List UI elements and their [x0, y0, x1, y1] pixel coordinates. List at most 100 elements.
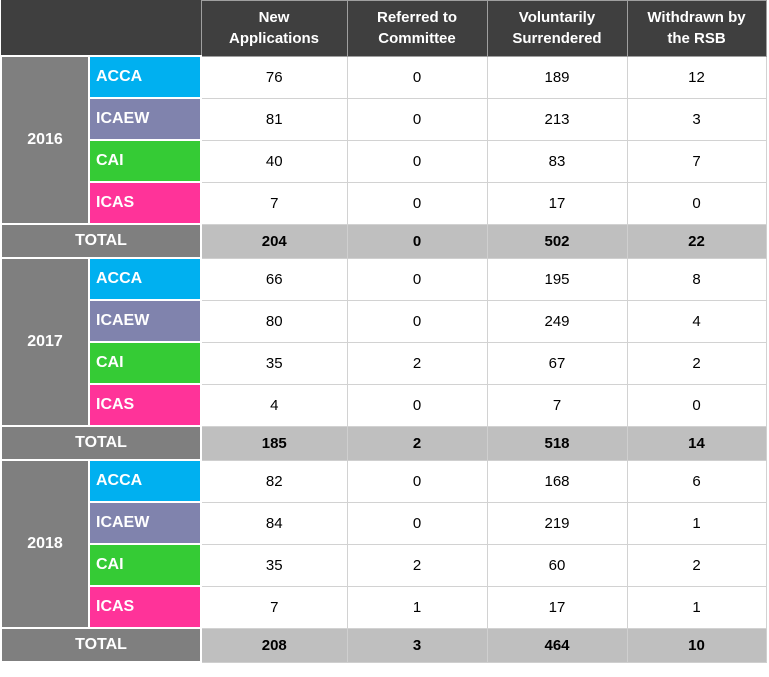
column-header-referred-to-committee: Referred to Committee [346, 0, 488, 57]
total-value-cell: 3 [346, 627, 488, 663]
table-row: ICAS 4 0 7 0 [1, 383, 767, 427]
value-cell: 0 [626, 383, 767, 427]
value-cell: 2 [626, 341, 767, 385]
body-label-cell: ICAS [88, 585, 202, 629]
value-cell: 35 [200, 543, 348, 587]
value-cell: 80 [200, 299, 348, 343]
total-value-cell: 22 [626, 223, 767, 259]
value-cell: 81 [200, 97, 348, 141]
value-cell: 168 [486, 459, 628, 503]
value-cell: 2 [346, 341, 488, 385]
data-table: New Applications Referred to Committee V… [0, 0, 767, 663]
value-cell: 7 [486, 383, 628, 427]
column-header-withdrawn-by-the-rsb: Withdrawn by the RSB [626, 0, 767, 57]
total-value-cell: 14 [626, 425, 767, 461]
body-label-cell: ICAEW [88, 501, 202, 545]
total-value-cell: 10 [626, 627, 767, 663]
total-label-cell: TOTAL [0, 627, 202, 663]
total-value-cell: 0 [346, 223, 488, 259]
total-label-cell: TOTAL [0, 223, 202, 259]
value-cell: 1 [346, 585, 488, 629]
body-label-cell: ACCA [88, 459, 202, 503]
corner-cell [0, 0, 202, 57]
total-row: TOTAL 204 0 502 22 [0, 223, 767, 259]
value-cell: 66 [200, 257, 348, 301]
value-cell: 1 [626, 585, 767, 629]
total-value-cell: 208 [200, 627, 348, 663]
value-cell: 35 [200, 341, 348, 385]
header-row: New Applications Referred to Committee V… [0, 0, 767, 57]
value-cell: 82 [200, 459, 348, 503]
value-cell: 1 [626, 501, 767, 545]
value-cell: 67 [486, 341, 628, 385]
value-cell: 8 [626, 257, 767, 301]
table-row: CAI 40 0 83 7 [1, 139, 767, 183]
value-cell: 2 [626, 543, 767, 587]
body-label-cell: CAI [88, 341, 202, 385]
value-cell: 249 [486, 299, 628, 343]
value-cell: 7 [200, 181, 348, 225]
value-cell: 12 [626, 55, 767, 99]
table-row: ICAS 7 1 17 1 [1, 585, 767, 629]
body-label-cell: ICAEW [88, 299, 202, 343]
total-value-cell: 464 [486, 627, 628, 663]
table-header: New Applications Referred to Committee V… [0, 0, 767, 57]
table-row: ICAEW 84 0 219 1 [1, 501, 767, 545]
table-row: 2016 ACCA 76 0 189 12 [0, 55, 767, 225]
value-cell: 0 [346, 181, 488, 225]
table-row: CAI 35 2 60 2 [1, 543, 767, 587]
value-cell: 0 [346, 459, 488, 503]
table-row: 2018 ACCA 82 0 168 6 [0, 459, 767, 629]
total-value-cell: 518 [486, 425, 628, 461]
value-cell: 3 [626, 97, 767, 141]
total-value-cell: 185 [200, 425, 348, 461]
value-cell: 0 [346, 501, 488, 545]
total-row: TOTAL 185 2 518 14 [0, 425, 767, 461]
total-value-cell: 502 [486, 223, 628, 259]
value-cell: 4 [626, 299, 767, 343]
column-header-voluntarily-surrendered: Voluntarily Surrendered [486, 0, 628, 57]
value-cell: 76 [200, 55, 348, 99]
value-cell: 60 [486, 543, 628, 587]
value-cell: 83 [486, 139, 628, 183]
table-body: 2016 ACCA 76 0 189 12 ICAEW 81 0 213 3 CAI 40 0 83 7 ICA… [0, 55, 767, 663]
value-cell: 40 [200, 139, 348, 183]
value-cell: 189 [486, 55, 628, 99]
value-cell: 0 [346, 383, 488, 427]
body-label-cell: CAI [88, 139, 202, 183]
body-label-cell: CAI [88, 543, 202, 587]
total-row: TOTAL 208 3 464 10 [0, 627, 767, 663]
year-cell: 2017 [0, 257, 90, 427]
body-label-cell: ICAS [88, 383, 202, 427]
table-row: ICAEW 81 0 213 3 [1, 97, 767, 141]
year-cell: 2016 [0, 55, 90, 225]
value-cell: 195 [486, 257, 628, 301]
value-cell: 0 [346, 299, 488, 343]
value-cell: 7 [200, 585, 348, 629]
table-row: ICAEW 80 0 249 4 [1, 299, 767, 343]
body-label-cell: ACCA [88, 257, 202, 301]
value-cell: 0 [346, 257, 488, 301]
table-row: CAI 35 2 67 2 [1, 341, 767, 385]
value-cell: 4 [200, 383, 348, 427]
value-cell: 213 [486, 97, 628, 141]
year-cell: 2018 [0, 459, 90, 629]
body-label-cell: ACCA [88, 55, 202, 99]
column-header-new-applications: New Applications [200, 0, 348, 57]
value-cell: 7 [626, 139, 767, 183]
value-cell: 0 [626, 181, 767, 225]
body-label-cell: ICAEW [88, 97, 202, 141]
value-cell: 17 [486, 585, 628, 629]
total-label-cell: TOTAL [0, 425, 202, 461]
total-value-cell: 2 [346, 425, 488, 461]
total-value-cell: 204 [200, 223, 348, 259]
value-cell: 0 [346, 55, 488, 99]
value-cell: 219 [486, 501, 628, 545]
body-label-cell: ICAS [88, 181, 202, 225]
value-cell: 84 [200, 501, 348, 545]
value-cell: 0 [346, 139, 488, 183]
value-cell: 0 [346, 97, 488, 141]
value-cell: 2 [346, 543, 488, 587]
table-row: 2017 ACCA 66 0 195 8 [0, 257, 767, 427]
value-cell: 6 [626, 459, 767, 503]
